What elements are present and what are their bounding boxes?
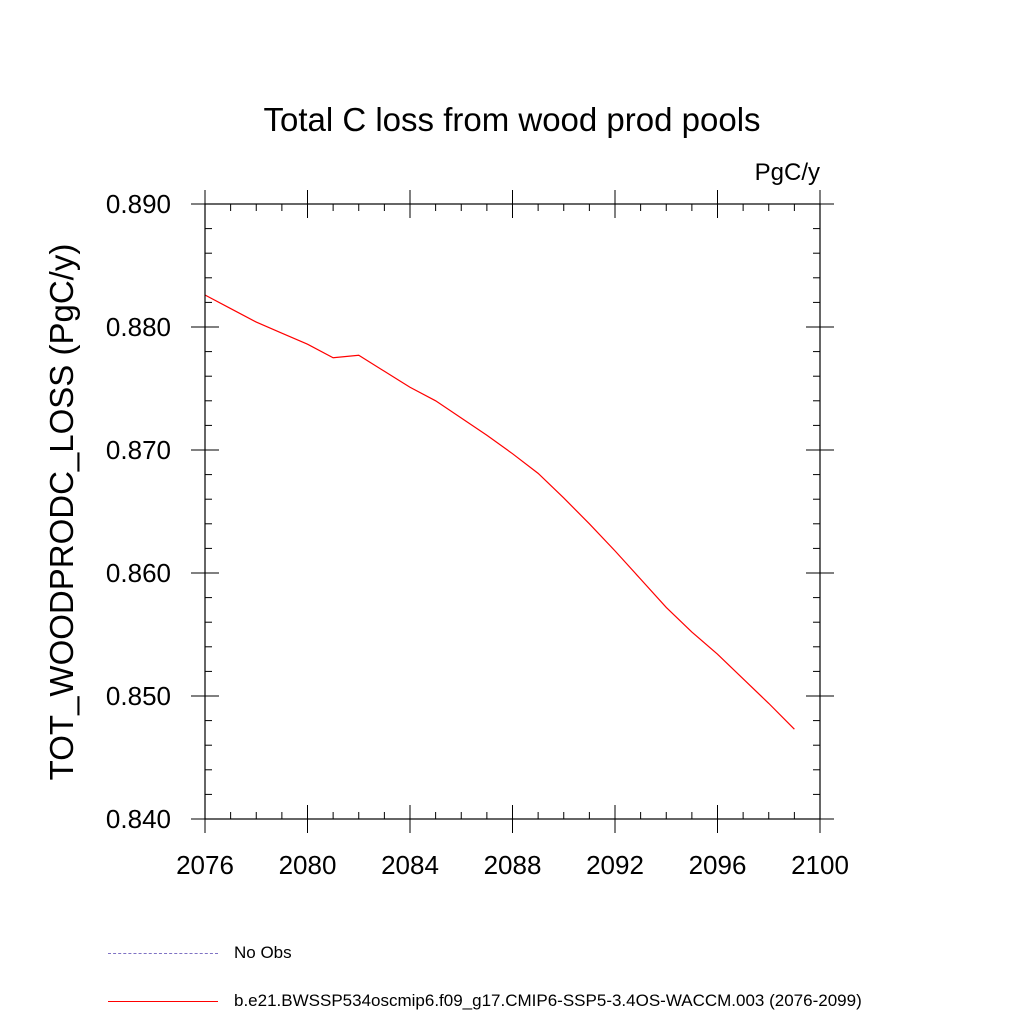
y-tick-label: 0.860 (106, 558, 171, 588)
legend-swatch-no-obs (108, 952, 218, 954)
legend-label-model-run: b.e21.BWSSP534oscmip6.f09_g17.CMIP6-SSP5… (234, 991, 862, 1010)
x-tick-label: 2076 (176, 850, 234, 880)
x-tick-labels: 2076 2080 2084 2088 2092 2096 2100 (176, 850, 849, 880)
y-tick-label: 0.850 (106, 681, 171, 711)
units-label: PgC/y (755, 159, 820, 186)
y-tick-label: 0.840 (106, 804, 171, 834)
series-lines (204, 294, 795, 730)
x-tick-label: 2084 (381, 850, 439, 880)
legend-swatch-model-run (108, 1000, 218, 1002)
plot-frame (204, 203, 821, 820)
x-tick-label: 2080 (279, 850, 337, 880)
x-tick-label: 2100 (791, 850, 849, 880)
y-tick-label: 0.890 (106, 189, 171, 219)
y-tick-label: 0.870 (106, 435, 171, 465)
y-tick-label: 0.880 (106, 312, 171, 342)
x-tick-label: 2096 (689, 850, 747, 880)
x-tick-label: 2092 (586, 850, 644, 880)
y-axis-label: TOT_WOODPRODC_LOSS (PgC/y) (43, 244, 80, 781)
legend-label-no-obs: No Obs (234, 943, 292, 962)
x-tick-label: 2088 (484, 850, 542, 880)
chart-title: Total C loss from wood prod pools (263, 101, 760, 138)
legend-item-model-run: b.e21.BWSSP534oscmip6.f09_g17.CMIP6-SSP5… (108, 991, 862, 1011)
legend-item-no-obs: No Obs (108, 943, 292, 963)
axis-ticks (191, 190, 834, 833)
y-tick-labels: 0.840 0.850 0.860 0.870 0.880 0.890 (106, 189, 171, 834)
series-line (204, 294, 795, 730)
